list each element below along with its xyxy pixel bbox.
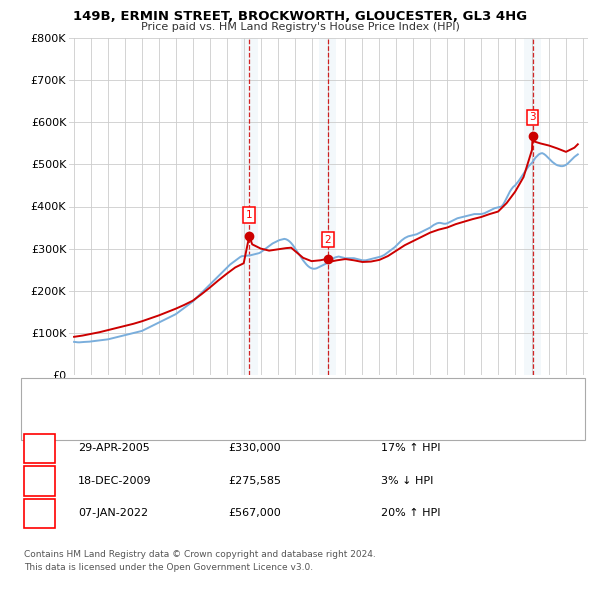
Text: £330,000: £330,000: [228, 444, 281, 453]
Text: 3% ↓ HPI: 3% ↓ HPI: [381, 476, 433, 486]
Text: Price paid vs. HM Land Registry's House Price Index (HPI): Price paid vs. HM Land Registry's House …: [140, 22, 460, 32]
Text: 149B, ERMIN STREET, BROCKWORTH, GLOUCESTER, GL3 4HG (detached house): 149B, ERMIN STREET, BROCKWORTH, GLOUCEST…: [72, 391, 462, 400]
Bar: [319, 38, 337, 375]
Text: 18-DEC-2009: 18-DEC-2009: [78, 476, 152, 486]
Text: Contains HM Land Registry data © Crown copyright and database right 2024.: Contains HM Land Registry data © Crown c…: [24, 550, 376, 559]
Bar: [241, 38, 258, 375]
Text: HPI: Average price, detached house, Tewkesbury: HPI: Average price, detached house, Tewk…: [72, 414, 310, 424]
Text: 1: 1: [35, 442, 44, 455]
Text: £275,585: £275,585: [228, 476, 281, 486]
Text: 17% ↑ HPI: 17% ↑ HPI: [381, 444, 440, 453]
Text: 07-JAN-2022: 07-JAN-2022: [78, 509, 148, 518]
Text: 2: 2: [35, 474, 44, 487]
Text: 29-APR-2005: 29-APR-2005: [78, 444, 150, 453]
Text: This data is licensed under the Open Government Licence v3.0.: This data is licensed under the Open Gov…: [24, 563, 313, 572]
Text: 20% ↑ HPI: 20% ↑ HPI: [381, 509, 440, 518]
Text: 3: 3: [529, 112, 536, 122]
Text: £567,000: £567,000: [228, 509, 281, 518]
Text: 2: 2: [325, 235, 331, 245]
Text: 149B, ERMIN STREET, BROCKWORTH, GLOUCESTER, GL3 4HG: 149B, ERMIN STREET, BROCKWORTH, GLOUCEST…: [73, 10, 527, 23]
Bar: [524, 38, 541, 375]
Text: 3: 3: [35, 507, 44, 520]
Text: 1: 1: [246, 210, 253, 220]
